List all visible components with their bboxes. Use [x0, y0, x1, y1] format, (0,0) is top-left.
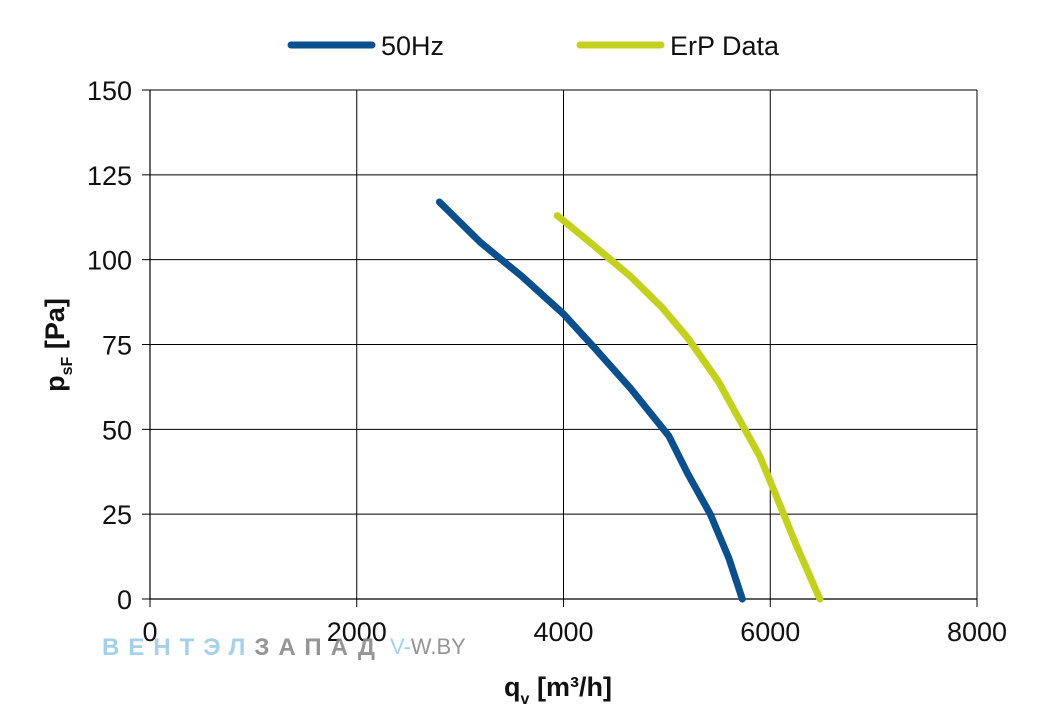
x-tick-label: 4000 — [533, 617, 593, 647]
x-tick-label: 2000 — [327, 617, 387, 647]
y-tick-label: 125 — [87, 161, 132, 191]
x-tick-labels: 0 2000 4000 6000 8000 — [142, 617, 1007, 647]
x-axis-title: qv [m³/h] — [504, 672, 612, 708]
y-axis-title: psF [Pa] — [40, 298, 76, 392]
y-tick-label: 25 — [102, 500, 132, 530]
axes — [142, 89, 978, 607]
y-tick-label: 50 — [102, 415, 132, 445]
series-lines — [435, 198, 824, 603]
watermark: ВЕНТЭЛЗАПАД V-W.BY — [102, 634, 466, 661]
x-tick-label: 8000 — [947, 617, 1007, 647]
y-tick-label: 75 — [102, 331, 132, 361]
grid — [150, 89, 978, 599]
watermark-site: V-W.BY — [390, 634, 466, 659]
legend: 50Hz ErP Data — [287, 31, 780, 61]
y-tick-label: 0 — [117, 585, 132, 615]
y-tick-label: 100 — [87, 246, 132, 276]
legend-label-erp-data: ErP Data — [670, 31, 780, 61]
series-line-50hz — [435, 198, 746, 603]
x-tick-label: 0 — [142, 617, 157, 647]
x-tick-label: 6000 — [740, 617, 800, 647]
y-tick-labels: 0 25 50 75 100 125 150 — [87, 76, 132, 615]
y-tick-label: 150 — [87, 76, 132, 106]
legend-label-50hz: 50Hz — [381, 31, 444, 61]
watermark-brand: ВЕНТЭЛЗАПАД — [102, 634, 384, 661]
series-line-erp-data — [553, 212, 824, 603]
